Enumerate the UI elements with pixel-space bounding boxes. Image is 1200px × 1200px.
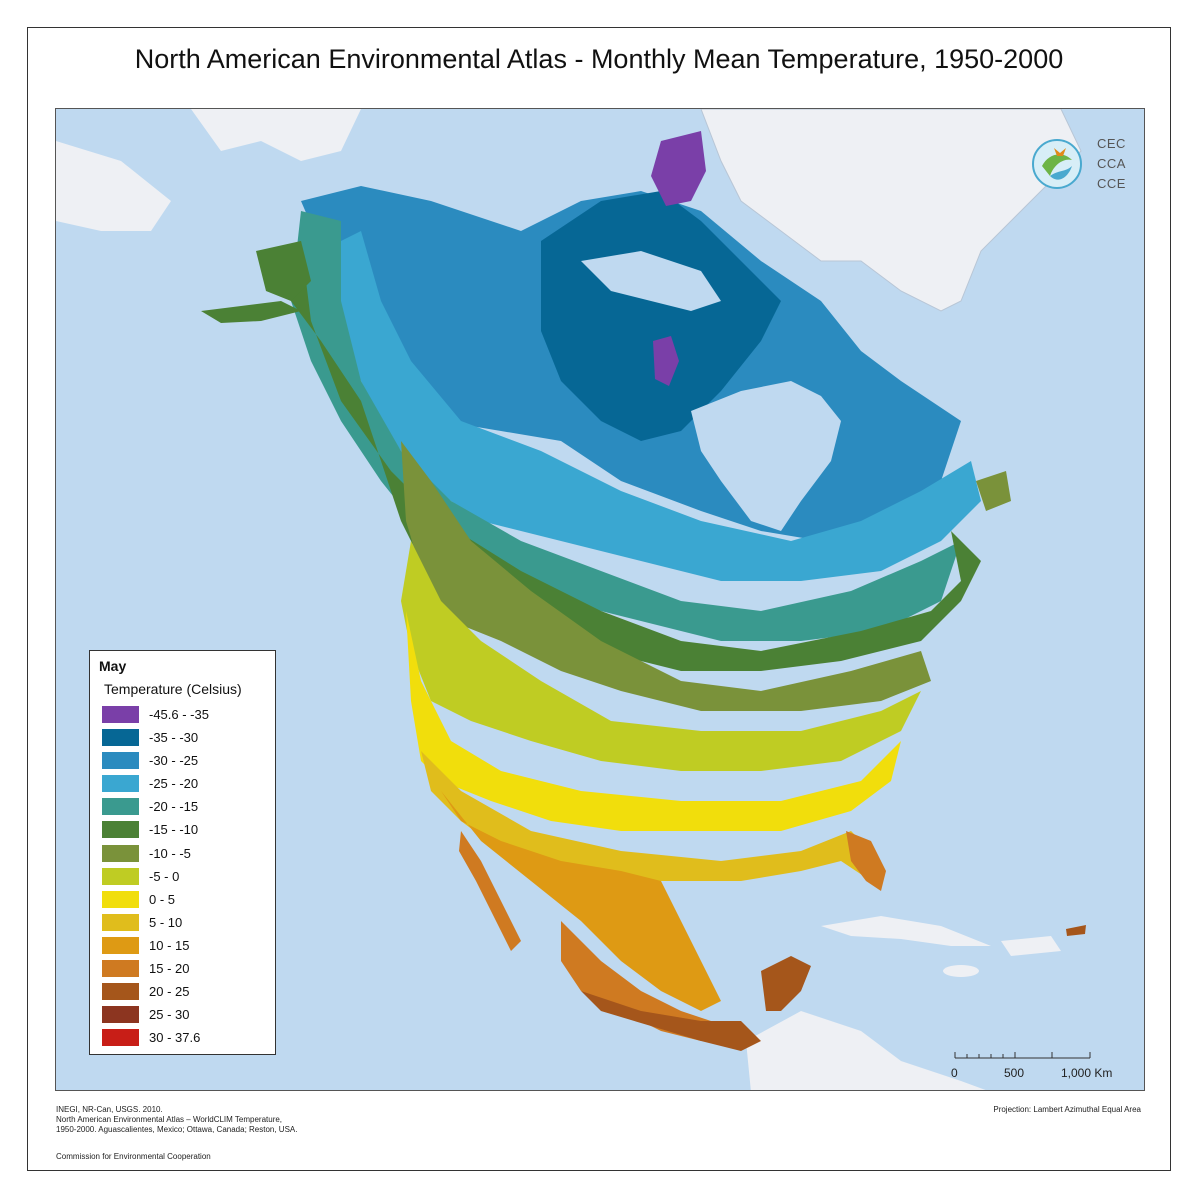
legend-label: 20 - 25 bbox=[149, 984, 190, 1000]
map-title: North American Environmental Atlas - Mon… bbox=[134, 44, 1064, 74]
logo-line2: CCA bbox=[1097, 156, 1126, 171]
credits-line3: 1950-2000. Aguascalientes, Mexico; Ottaw… bbox=[56, 1125, 298, 1134]
band-baja bbox=[459, 831, 521, 951]
legend-swatch bbox=[102, 844, 139, 862]
legend-label: 30 - 37.6 bbox=[149, 1030, 201, 1046]
band-0 bbox=[401, 541, 921, 771]
legend-label: -45.6 - -35 bbox=[149, 707, 209, 722]
legend-swatch bbox=[102, 960, 139, 978]
legend-subtitle: Temperature (Celsius) bbox=[104, 681, 242, 697]
butterfly-icon bbox=[1054, 148, 1066, 156]
legend-label: 10 - 15 bbox=[149, 937, 190, 953]
central-america-land bbox=[746, 1011, 986, 1090]
band-10 bbox=[421, 751, 881, 881]
legend-swatch bbox=[102, 1029, 139, 1047]
band-25-yucatan bbox=[761, 956, 811, 1011]
band-minus-45-b bbox=[653, 336, 679, 386]
projection-note: Projection: Lambert Azimuthal Equal Area bbox=[993, 1105, 1141, 1114]
legend-label: -5 - 0 bbox=[149, 868, 180, 884]
credits: INEGI, NR-Can, USGS. 2010. North America… bbox=[56, 1105, 297, 1135]
cec-logo bbox=[1032, 139, 1082, 189]
siberia-land bbox=[56, 141, 171, 231]
credits-line2: North American Environmental Atlas – Wor… bbox=[56, 1115, 283, 1124]
legend-swatch bbox=[102, 798, 139, 816]
band-5 bbox=[406, 611, 901, 831]
scale-label-1000: 1,000 Km bbox=[1061, 1066, 1113, 1080]
legend-swatch bbox=[102, 775, 139, 793]
legend-swatch bbox=[102, 706, 139, 723]
legend-label: -30 - -25 bbox=[149, 753, 199, 769]
arctic-land bbox=[191, 109, 361, 161]
scale-bar bbox=[954, 1052, 1091, 1059]
legend-swatch bbox=[102, 752, 139, 770]
arctic-channels bbox=[581, 251, 721, 311]
legend-label: -20 - -15 bbox=[149, 799, 199, 815]
legend-label: -25 - -20 bbox=[149, 776, 199, 792]
hudson-bay bbox=[691, 381, 841, 531]
legend-label: -10 - -5 bbox=[149, 845, 191, 861]
cuba bbox=[821, 916, 991, 946]
alaska-aleutians bbox=[201, 301, 301, 323]
temperature-map bbox=[56, 109, 1144, 1090]
puerto-rico bbox=[1066, 925, 1086, 936]
legend-swatch bbox=[102, 821, 139, 839]
band-20 bbox=[561, 921, 711, 1041]
band-minus-20 bbox=[321, 231, 981, 581]
band-minus-45 bbox=[651, 131, 706, 206]
logo-line1: CEC bbox=[1097, 136, 1126, 151]
band-minus-35 bbox=[541, 191, 781, 441]
legend-swatch bbox=[102, 867, 139, 885]
band-minus-5 bbox=[401, 441, 931, 711]
commission-credit: Commission for Environmental Cooperation bbox=[56, 1152, 211, 1161]
legend-label: 5 - 10 bbox=[149, 914, 183, 930]
legend-label: 15 - 20 bbox=[149, 961, 190, 977]
legend-swatch bbox=[102, 913, 139, 931]
band-florida bbox=[846, 831, 886, 891]
legend-swatch bbox=[102, 936, 139, 954]
logo-line3: CCE bbox=[1097, 176, 1126, 191]
legend-label: 0 - 5 bbox=[149, 891, 176, 907]
hispaniola bbox=[1001, 936, 1061, 956]
legend-swatch bbox=[102, 1006, 139, 1024]
legend-label: 25 - 30 bbox=[149, 1007, 190, 1023]
alaska-west bbox=[256, 241, 311, 301]
legend-label: -15 - -10 bbox=[149, 822, 199, 838]
band-25-south bbox=[581, 991, 761, 1051]
jamaica bbox=[943, 965, 979, 977]
legend-label: -35 - -30 bbox=[149, 730, 199, 746]
scale-label-0: 0 bbox=[951, 1066, 958, 1080]
legend-swatch bbox=[102, 983, 139, 1001]
scale-label-500: 500 bbox=[1004, 1066, 1025, 1080]
legend-month: May bbox=[99, 658, 127, 674]
legend-swatch bbox=[102, 890, 139, 908]
band-15 bbox=[441, 791, 721, 1011]
credits-line1: INEGI, NR-Can, USGS. 2010. bbox=[56, 1105, 163, 1114]
legend: May Temperature (Celsius) -45.6 - -35 -35… bbox=[89, 650, 276, 1055]
legend-swatch bbox=[102, 729, 139, 747]
band-greenish-nf bbox=[976, 471, 1011, 511]
